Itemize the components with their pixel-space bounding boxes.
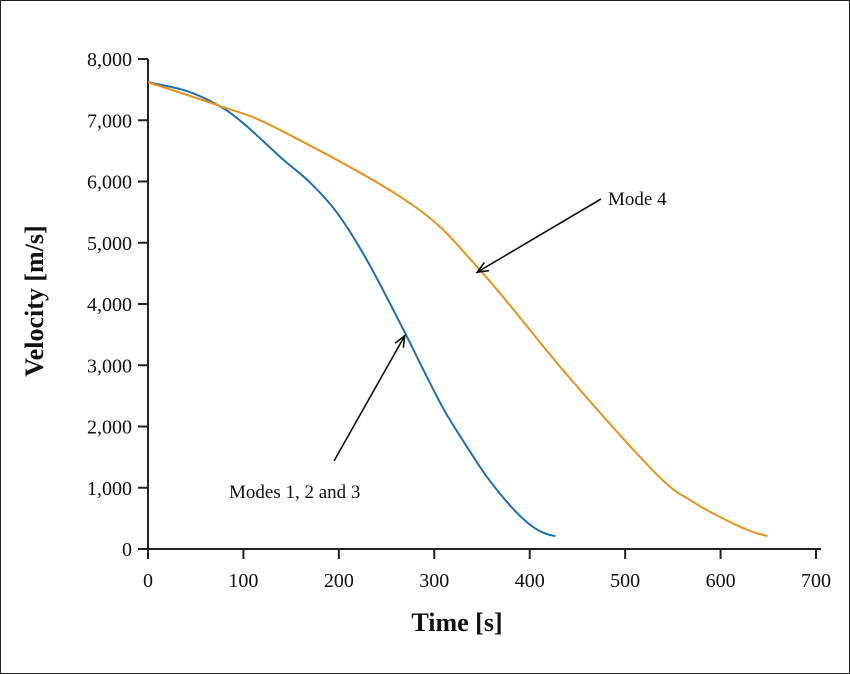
x-tick-label: 300 bbox=[419, 570, 449, 592]
x-tick-label: 700 bbox=[801, 570, 831, 592]
arrowhead-icon bbox=[394, 334, 406, 348]
y-axis-label: Velocity [m/s] bbox=[20, 225, 49, 376]
y-tick-label: 6,000 bbox=[87, 172, 132, 194]
y-tick-label: 0 bbox=[122, 539, 132, 561]
x-tick-label: 500 bbox=[610, 570, 640, 592]
y-tick-label: 7,000 bbox=[87, 110, 132, 132]
x-tick-label: 400 bbox=[515, 570, 545, 592]
annotation-modes-1-2-3: Modes 1, 2 and 3 bbox=[229, 482, 360, 503]
axes: 0 100 200 300 400 500 600 700 0 1,000 2,000 3,000 4,… bbox=[87, 49, 831, 592]
annotation-arrow-line bbox=[333, 335, 406, 462]
x-tick-label: 100 bbox=[228, 570, 258, 592]
y-tick-label: 2,000 bbox=[87, 417, 132, 439]
y-tick-label: 1,000 bbox=[87, 478, 132, 500]
x-tick-label: 200 bbox=[324, 570, 354, 592]
series-line-2 bbox=[147, 81, 768, 538]
arrowhead-icon bbox=[475, 262, 490, 274]
y-tick-label: 3,000 bbox=[87, 355, 132, 377]
x-tick-label: 600 bbox=[706, 570, 736, 592]
annotations: Mode 4 Modes 1, 2 and 3 bbox=[229, 189, 667, 503]
y-tick-label: 4,000 bbox=[87, 294, 132, 316]
y-tick-label: 5,000 bbox=[87, 233, 132, 255]
x-tick-label: 0 bbox=[143, 570, 153, 592]
annotation-arrow-line bbox=[476, 198, 602, 273]
y-tick-label: 8,000 bbox=[87, 49, 132, 71]
series-line-1 bbox=[147, 81, 556, 538]
x-axis-label: Time [s] bbox=[411, 608, 502, 637]
annotation-mode-4: Mode 4 bbox=[608, 189, 667, 210]
series-group bbox=[147, 81, 768, 538]
